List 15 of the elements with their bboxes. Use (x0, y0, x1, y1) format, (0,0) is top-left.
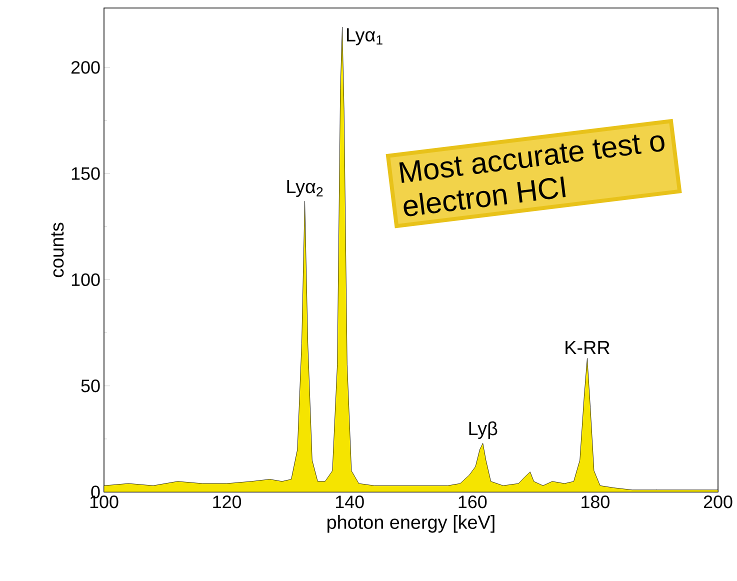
y-tick-label: 150 (72, 167, 100, 180)
x-tick-label: 180 (582, 496, 610, 508)
y-tick-label: 200 (71, 61, 100, 74)
annotation: K-RR (566, 341, 610, 354)
x-tick-label: 200 (704, 496, 732, 508)
y-tick-label: 50 (81, 380, 100, 392)
y-axis-title: counts (51, 222, 64, 278)
x-tick-label: 120 (213, 496, 242, 508)
x-tick-label: 160 (458, 496, 487, 508)
annotation: Lyβ (469, 421, 498, 439)
y-tick-label: 100 (72, 273, 100, 286)
annotation: Lyα$_{1}$ (346, 28, 382, 46)
annotation: Lyα$_{2}$ (287, 180, 323, 197)
x-tick-label: 140 (336, 496, 364, 508)
x-axis-title: photon energy [keV] (328, 515, 494, 533)
